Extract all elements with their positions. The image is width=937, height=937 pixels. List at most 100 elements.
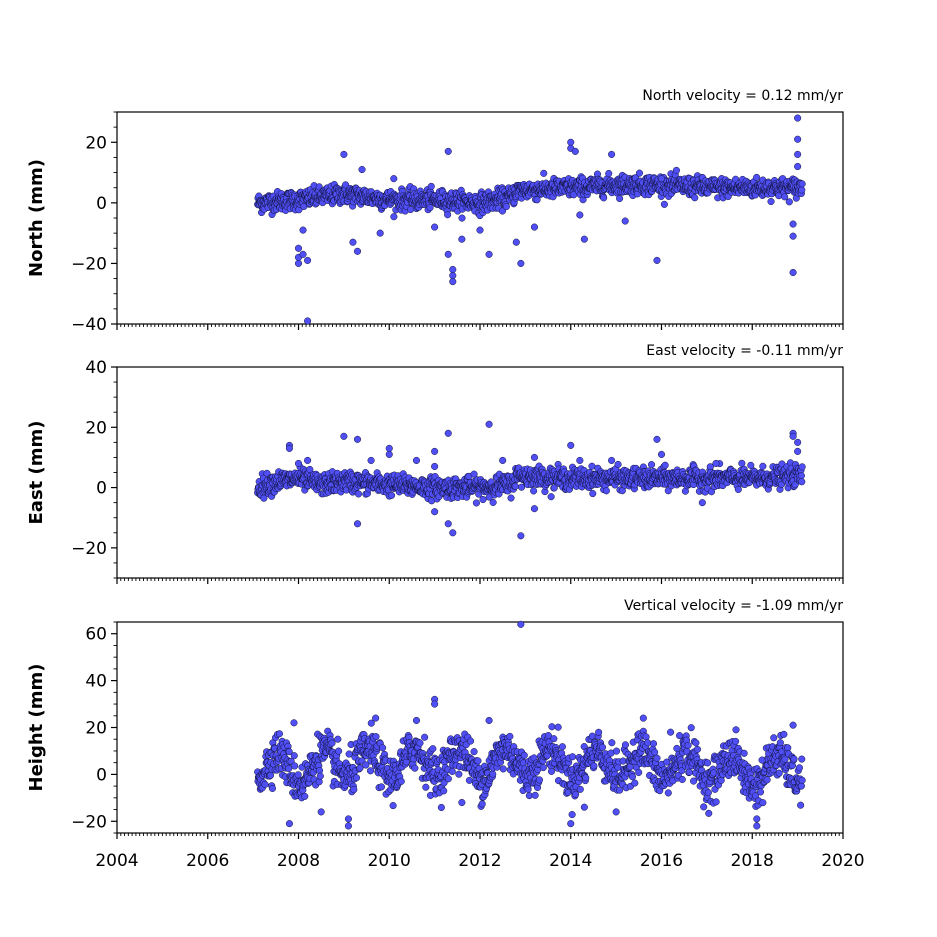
data-point bbox=[608, 739, 616, 747]
data-point bbox=[440, 787, 448, 795]
data-point bbox=[567, 820, 575, 828]
data-point bbox=[530, 487, 538, 495]
data-point bbox=[268, 784, 277, 792]
data-point bbox=[294, 459, 303, 468]
data-point bbox=[667, 728, 675, 736]
data-point bbox=[704, 759, 712, 767]
data-point bbox=[517, 532, 525, 540]
data-point bbox=[366, 767, 375, 775]
data-point bbox=[540, 169, 548, 177]
data-point bbox=[653, 754, 661, 762]
x-tick-label: 2012 bbox=[458, 851, 501, 871]
data-point bbox=[350, 786, 358, 794]
east-data-points bbox=[254, 420, 806, 540]
y-tick-label: 0 bbox=[96, 479, 107, 499]
data-point bbox=[427, 182, 435, 190]
data-point bbox=[647, 461, 656, 469]
data-point bbox=[759, 462, 767, 470]
data-point bbox=[448, 767, 456, 776]
data-point bbox=[261, 780, 269, 788]
x-tick-label: 2010 bbox=[368, 851, 411, 871]
data-point bbox=[485, 250, 493, 258]
data-point bbox=[759, 799, 767, 807]
data-point bbox=[798, 463, 806, 471]
data-point bbox=[664, 789, 672, 797]
data-point bbox=[478, 800, 486, 808]
height-panel: −20 0 20 40 60 2004 2006 2008 2010 2012 2014 2016 20… bbox=[26, 598, 865, 871]
data-point bbox=[653, 435, 661, 443]
data-point bbox=[340, 432, 348, 440]
data-point bbox=[426, 204, 434, 212]
data-point bbox=[344, 815, 352, 823]
data-point bbox=[285, 820, 293, 828]
east-velocity-annotation: East velocity = -0.11 mm/yr bbox=[646, 343, 843, 359]
east-panel: −20 0 20 40 East (mm) East velocity = -0.11… bbox=[26, 343, 844, 584]
data-point bbox=[612, 808, 620, 816]
data-point bbox=[572, 790, 580, 798]
data-point bbox=[547, 493, 555, 501]
data-point bbox=[789, 432, 797, 440]
data-point bbox=[353, 520, 362, 528]
data-point bbox=[781, 193, 789, 201]
data-point bbox=[285, 444, 293, 452]
data-point bbox=[472, 499, 480, 507]
data-point bbox=[290, 752, 298, 760]
data-point bbox=[476, 226, 484, 234]
data-point bbox=[576, 211, 584, 219]
data-point bbox=[444, 520, 452, 528]
data-point bbox=[397, 777, 405, 785]
north-data-points bbox=[254, 114, 806, 325]
data-point bbox=[385, 450, 393, 458]
data-point bbox=[352, 774, 361, 782]
data-point bbox=[612, 747, 621, 755]
y-tick-label: −20 bbox=[71, 254, 107, 274]
data-point bbox=[431, 700, 439, 708]
data-point bbox=[535, 776, 544, 784]
data-point bbox=[376, 229, 384, 237]
data-point bbox=[644, 739, 652, 747]
data-point bbox=[512, 238, 520, 246]
data-point bbox=[444, 775, 452, 783]
data-point bbox=[506, 732, 514, 740]
north-axes: −40 −20 0 20 bbox=[71, 111, 844, 335]
data-point bbox=[621, 741, 630, 749]
data-point bbox=[698, 499, 706, 507]
data-point bbox=[605, 169, 613, 178]
data-point bbox=[687, 724, 695, 732]
data-point bbox=[407, 205, 415, 214]
y-tick-label: −20 bbox=[71, 539, 107, 559]
data-point bbox=[316, 772, 324, 780]
data-point bbox=[444, 250, 452, 258]
data-point bbox=[651, 748, 659, 756]
data-point bbox=[789, 220, 797, 228]
data-point bbox=[798, 180, 806, 188]
data-point bbox=[595, 728, 603, 736]
data-point bbox=[489, 770, 497, 778]
x-tick-label: 2006 bbox=[186, 851, 229, 871]
data-point bbox=[712, 798, 720, 806]
data-point bbox=[734, 485, 742, 493]
data-point bbox=[763, 776, 771, 784]
data-point bbox=[416, 739, 424, 747]
data-point bbox=[554, 723, 562, 731]
data-point bbox=[789, 721, 797, 729]
data-point bbox=[539, 763, 547, 772]
data-point bbox=[678, 775, 686, 784]
data-point bbox=[616, 194, 624, 203]
y-tick-label: 0 bbox=[96, 765, 107, 785]
data-point bbox=[358, 165, 366, 174]
data-point bbox=[684, 741, 692, 749]
data-point bbox=[657, 175, 666, 183]
data-point bbox=[576, 456, 584, 464]
data-point bbox=[431, 447, 439, 455]
data-point bbox=[465, 776, 473, 784]
data-point bbox=[621, 217, 629, 225]
data-point bbox=[299, 250, 307, 258]
data-point bbox=[798, 478, 806, 486]
data-point bbox=[567, 138, 575, 146]
data-point bbox=[582, 774, 590, 782]
y-tick-label: 60 bbox=[85, 625, 107, 645]
data-point bbox=[798, 186, 806, 194]
data-point bbox=[700, 803, 708, 811]
